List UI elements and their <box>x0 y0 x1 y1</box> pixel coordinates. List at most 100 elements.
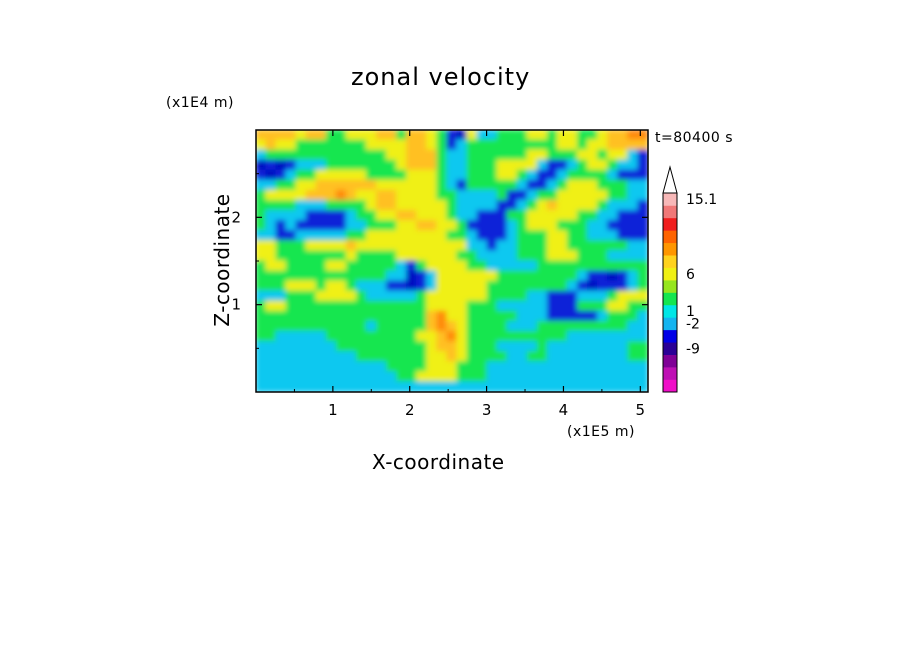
field-cell <box>516 341 528 353</box>
field-cell <box>556 361 569 373</box>
field-cell <box>365 220 378 232</box>
field-cell <box>536 310 549 323</box>
field-cell <box>345 149 358 161</box>
colorbar-swatch <box>663 230 677 244</box>
field-cell <box>406 220 418 232</box>
field-cell <box>406 341 418 353</box>
field-cell <box>365 270 378 282</box>
field-cell <box>577 320 589 333</box>
field-cell <box>456 310 468 323</box>
field-cell <box>566 210 579 222</box>
field-cell <box>486 341 498 353</box>
field-cell <box>355 169 368 181</box>
field-cell <box>506 320 518 333</box>
field-cell <box>466 290 478 302</box>
field-cell <box>496 189 508 202</box>
field-cell <box>587 330 599 343</box>
field-cell <box>275 159 287 171</box>
field-cell <box>275 139 287 151</box>
field-cell <box>386 290 398 302</box>
field-cell <box>607 361 619 373</box>
field-cell <box>335 149 348 161</box>
field-cell <box>617 210 629 222</box>
field-cell <box>597 300 609 312</box>
field-cell <box>335 159 348 171</box>
field-cell <box>406 240 418 252</box>
field-cell <box>506 330 518 343</box>
field-cell <box>526 361 539 373</box>
field-cell <box>516 230 528 242</box>
field-cell <box>566 330 579 343</box>
field-cell <box>607 371 619 383</box>
field-cell <box>506 189 518 202</box>
field-cell <box>325 199 338 212</box>
field-cell <box>617 189 629 202</box>
field-cell <box>265 371 277 383</box>
colorbar-frame <box>662 192 678 393</box>
field-cell <box>566 351 579 363</box>
field-cell <box>526 351 539 363</box>
field-cell <box>426 310 438 323</box>
field-cell <box>466 280 478 292</box>
field-cell <box>486 230 498 242</box>
field-cell <box>365 300 378 312</box>
field-cell <box>546 290 559 302</box>
field-cell <box>506 260 518 272</box>
field-cell <box>627 320 639 333</box>
field-cell <box>577 149 589 161</box>
x-unit-label: (x1E5 m) <box>567 424 635 440</box>
field-cell <box>486 199 498 212</box>
field-cell <box>355 240 368 252</box>
field-cell <box>285 330 297 343</box>
field-cell <box>486 210 498 222</box>
field-cell <box>617 290 629 302</box>
field-cell <box>396 280 408 292</box>
field-cell <box>376 351 388 363</box>
field-cell <box>355 351 368 363</box>
field-cell <box>365 280 378 292</box>
field-cell <box>285 310 297 323</box>
field-cell <box>345 341 358 353</box>
field-cell <box>617 260 629 272</box>
field-cell <box>426 179 438 192</box>
field-cell <box>416 189 428 202</box>
field-cell <box>627 230 639 242</box>
field-cell <box>426 199 438 212</box>
field-cell <box>637 179 648 192</box>
field-cell <box>466 130 478 141</box>
field-cell <box>637 310 648 323</box>
field-cell <box>436 189 448 202</box>
field-cell <box>305 179 317 192</box>
field-cell <box>506 159 518 171</box>
field-cell <box>556 240 569 252</box>
field-cell <box>466 310 478 323</box>
field-cell <box>275 341 287 353</box>
field-cell <box>335 179 348 192</box>
field-cell <box>365 341 378 353</box>
field-cell <box>456 280 468 292</box>
field-cell <box>496 240 508 252</box>
field-cell <box>345 240 358 252</box>
field-cell <box>446 260 458 272</box>
field-cell <box>406 230 418 242</box>
colorbar-swatch <box>663 304 677 318</box>
field-cell <box>365 240 378 252</box>
field-cell <box>365 169 378 181</box>
field-cell <box>426 169 438 181</box>
field-cell <box>436 159 448 171</box>
field-cell <box>275 189 287 202</box>
field-cell <box>295 371 307 383</box>
field-cell <box>446 179 458 192</box>
field-cell <box>466 260 478 272</box>
field-cell <box>456 270 468 282</box>
field-cell <box>335 139 348 151</box>
field-cell <box>386 210 398 222</box>
field-cell <box>607 159 619 171</box>
colorbar-swatch <box>663 217 677 231</box>
field-cell <box>335 240 348 252</box>
field-cell <box>315 310 327 323</box>
field-cell <box>486 149 498 161</box>
field-cell <box>536 280 549 292</box>
field-cell <box>516 210 528 222</box>
field-cell <box>637 210 648 222</box>
